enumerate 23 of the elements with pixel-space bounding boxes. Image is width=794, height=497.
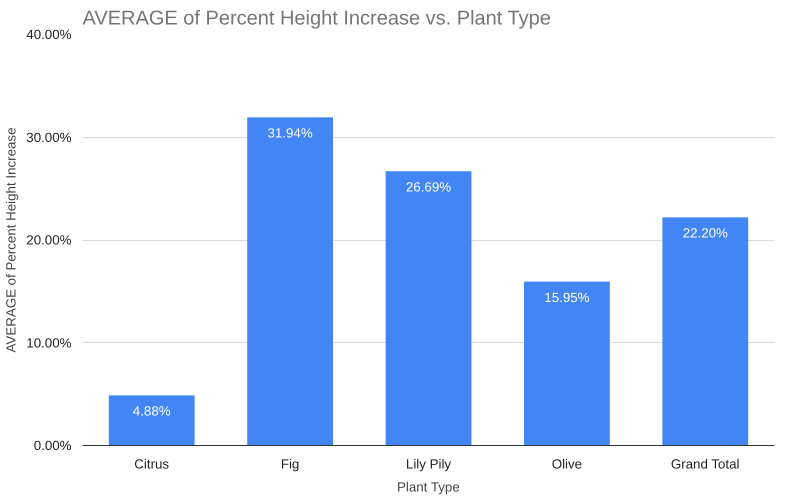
data-label: 4.88% xyxy=(132,404,171,419)
bar xyxy=(662,217,748,446)
chart-title: AVERAGE of Percent Height Increase vs. Plant Type xyxy=(82,8,551,30)
bar xyxy=(524,282,610,446)
y-tick-label: 0.00% xyxy=(34,438,72,453)
x-tick-label: Citrus xyxy=(134,456,170,472)
bar xyxy=(386,171,472,446)
x-tick-label: Fig xyxy=(280,456,300,472)
y-tick-label: 20.00% xyxy=(26,232,72,248)
bar xyxy=(247,117,334,446)
data-label: 15.95% xyxy=(544,290,590,305)
x-tick-label: Olive xyxy=(552,456,582,472)
data-label: 31.94% xyxy=(268,126,313,141)
x-tick-label: Grand Total xyxy=(670,456,740,472)
x-axis-title: Plant Type xyxy=(397,480,460,494)
y-tick-label: 30.00% xyxy=(26,130,72,145)
bar xyxy=(108,395,195,446)
data-label: 26.69% xyxy=(406,179,452,194)
data-label: 22.20% xyxy=(682,226,728,241)
x-tick-label: Lily Pily xyxy=(406,456,452,472)
y-tick-label: 10.00% xyxy=(26,335,72,350)
y-tick-label: 40.00% xyxy=(26,27,72,42)
y-axis-title: AVERAGE of Percent Height Increase xyxy=(3,128,18,352)
